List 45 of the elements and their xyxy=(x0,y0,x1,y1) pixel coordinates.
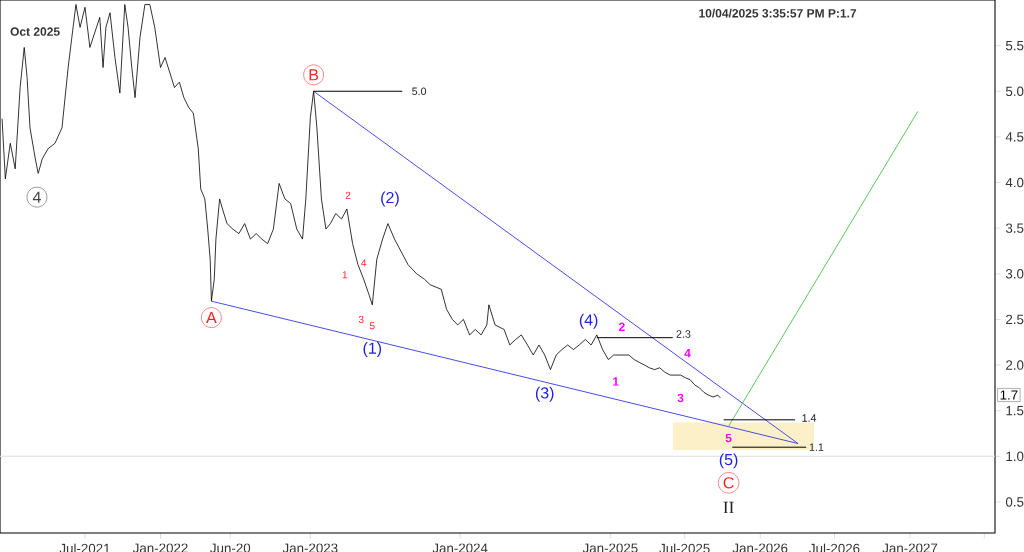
annotation: 3 xyxy=(358,315,364,323)
y-tick-label: 5.5 xyxy=(1005,40,1024,51)
annotation: 2.3 xyxy=(676,330,691,338)
annotation: (4) xyxy=(579,313,598,329)
y-tick-label: 4.0 xyxy=(1005,177,1024,188)
annotation: (5) xyxy=(719,453,738,469)
annotation: 1.4 xyxy=(802,414,817,422)
annotation: 1.1 xyxy=(809,443,824,451)
annotation: 5 xyxy=(369,322,375,330)
x-tick-label: Jan-2024 xyxy=(432,543,488,552)
y-tick-label: 4.5 xyxy=(1005,132,1024,142)
annotation: C xyxy=(723,477,734,489)
text: Oct 2025 xyxy=(10,27,60,36)
x-tick-label: Jun-20 xyxy=(210,543,251,552)
y-tick-label: 2.5 xyxy=(1006,314,1024,325)
annotation: 1 xyxy=(613,377,619,386)
annotation: 5 xyxy=(725,433,732,443)
y-tick-label: 0.5 xyxy=(1005,497,1024,507)
annotation: 4 xyxy=(361,259,367,267)
annotation: 4 xyxy=(32,191,41,203)
annotation: 1 xyxy=(342,271,348,279)
annotation: 5.0 xyxy=(412,87,427,96)
annotation: 10/04/2025 3:35:57 PM P:1.7 xyxy=(699,8,857,18)
y-tick-label: 1.5 xyxy=(1006,406,1024,416)
x-tick-label: Jan-2025 xyxy=(582,543,638,552)
y-tick-label: 3.5 xyxy=(1005,223,1024,233)
annotation: (2) xyxy=(381,191,399,207)
y-tick-label: 5.0 xyxy=(1005,86,1024,96)
annotation: B xyxy=(309,69,319,81)
annotation: A xyxy=(206,312,217,324)
annotation: II xyxy=(723,501,734,514)
annotation: (3) xyxy=(535,386,554,402)
x-tick-label: Jan-2027 xyxy=(882,543,938,552)
y-tick-label: 3.0 xyxy=(1005,269,1024,279)
annotation: 4 xyxy=(684,349,691,358)
annotation: 2 xyxy=(618,322,625,331)
x-tick-label: Jan-2023 xyxy=(282,543,338,552)
text: 1.7 xyxy=(1000,390,1018,400)
annotation: 3 xyxy=(677,393,684,403)
x-tick-label: Jan-2022 xyxy=(132,543,188,552)
y-tick-label: 1.0 xyxy=(1006,451,1024,462)
y-tick-label: 2.0 xyxy=(1006,360,1024,370)
x-tick-label: Jan-2026 xyxy=(732,543,788,552)
annotation: (1) xyxy=(363,342,382,357)
annotation: 2 xyxy=(345,191,351,199)
